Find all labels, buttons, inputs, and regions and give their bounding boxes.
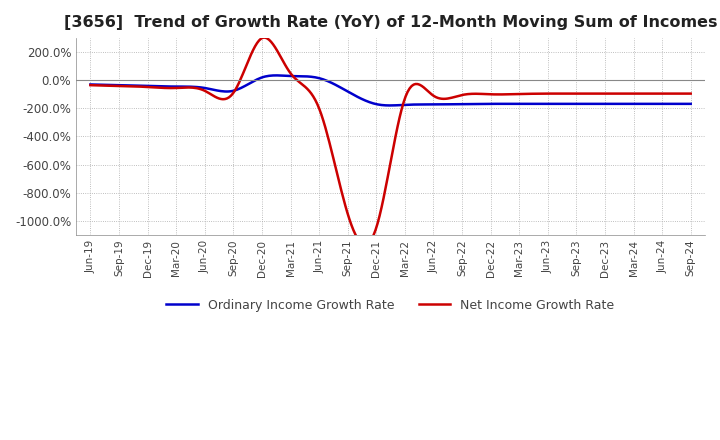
Net Income Growth Rate (88, 83, 96, 88)
Ordinary Income Growth Rate (634, 101, 643, 106)
Ordinary Income Growth Rate (596, 101, 605, 106)
Ordinary Income Growth Rate (385, 103, 394, 108)
Ordinary Income Growth Rate (446, 102, 454, 107)
Net Income Growth Rate (596, 91, 605, 96)
Ordinary Income Growth Rate (273, 73, 282, 78)
Ordinary Income Growth Rate (447, 102, 456, 107)
Net Income Growth Rate (447, 95, 456, 100)
Ordinary Income Growth Rate (686, 101, 695, 106)
Net Income Growth Rate (261, 35, 269, 40)
Legend: Ordinary Income Growth Rate, Net Income Growth Rate: Ordinary Income Growth Rate, Net Income … (161, 294, 620, 317)
Ordinary Income Growth Rate (457, 102, 466, 107)
Net Income Growth Rate (86, 83, 95, 88)
Title: [3656]  Trend of Growth Rate (YoY) of 12-Month Moving Sum of Incomes: [3656] Trend of Growth Rate (YoY) of 12-… (64, 15, 717, 30)
Line: Ordinary Income Growth Rate: Ordinary Income Growth Rate (91, 75, 690, 106)
Line: Net Income Growth Rate: Net Income Growth Rate (91, 38, 690, 245)
Net Income Growth Rate (634, 91, 643, 96)
Net Income Growth Rate (457, 92, 466, 98)
Ordinary Income Growth Rate (88, 82, 96, 87)
Ordinary Income Growth Rate (86, 82, 95, 87)
Net Income Growth Rate (686, 91, 695, 96)
Net Income Growth Rate (361, 242, 370, 247)
Net Income Growth Rate (446, 95, 454, 101)
